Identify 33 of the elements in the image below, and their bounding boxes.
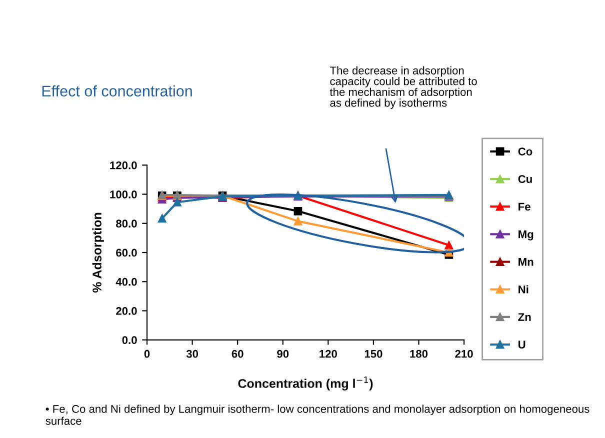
legend-label: Mn <box>518 258 534 266</box>
x-tick-label: 120 <box>320 350 337 358</box>
x-tick-label: 90 <box>277 350 289 358</box>
y-tick-label: 20.0 <box>116 307 137 315</box>
y-axis-title: % Adsorption <box>92 212 104 293</box>
point <box>444 241 454 250</box>
point <box>158 214 166 223</box>
legend-label: Fe <box>518 202 530 211</box>
legend-label: Cu <box>518 175 532 184</box>
x-tick-label: 210 <box>455 350 473 358</box>
y-tick-label: 120.0 <box>110 161 137 170</box>
y-tick-label: 0.0 <box>122 336 137 344</box>
chart-title: Effect of concentration <box>42 85 192 97</box>
legend-label: Ni <box>518 285 528 294</box>
x-tick-label: 30 <box>186 350 198 358</box>
point <box>173 198 182 206</box>
point <box>294 206 302 216</box>
text: The decrease in adsorption capacity could be attributed to the mechanism of adsorption as defined by isotherms <box>330 66 477 109</box>
y-tick-label: 80.0 <box>116 220 137 228</box>
legend-label: U <box>518 340 526 349</box>
x-axis-title: Concentration (mg l$^{−1}$) <box>238 376 373 390</box>
legend-label: Zn <box>518 313 531 321</box>
legend-label: Mg <box>518 230 534 240</box>
y-tick-label: 100.0 <box>110 190 137 198</box>
point <box>294 217 302 226</box>
x-tick-label: 180 <box>410 350 428 358</box>
text: • Fe, Co and Ni defined by Langmuir isotherm- low concentrations and monolayer adsorption on homogeneous surface <box>46 404 590 425</box>
x-tick-label: 0 <box>144 350 150 358</box>
y-tick-label: 40.0 <box>116 278 137 286</box>
legend-label: Co <box>518 148 532 156</box>
x-tick-label: 150 <box>364 350 382 358</box>
x-tick-label: 60 <box>232 350 244 358</box>
y-tick-label: 60.0 <box>116 248 137 257</box>
